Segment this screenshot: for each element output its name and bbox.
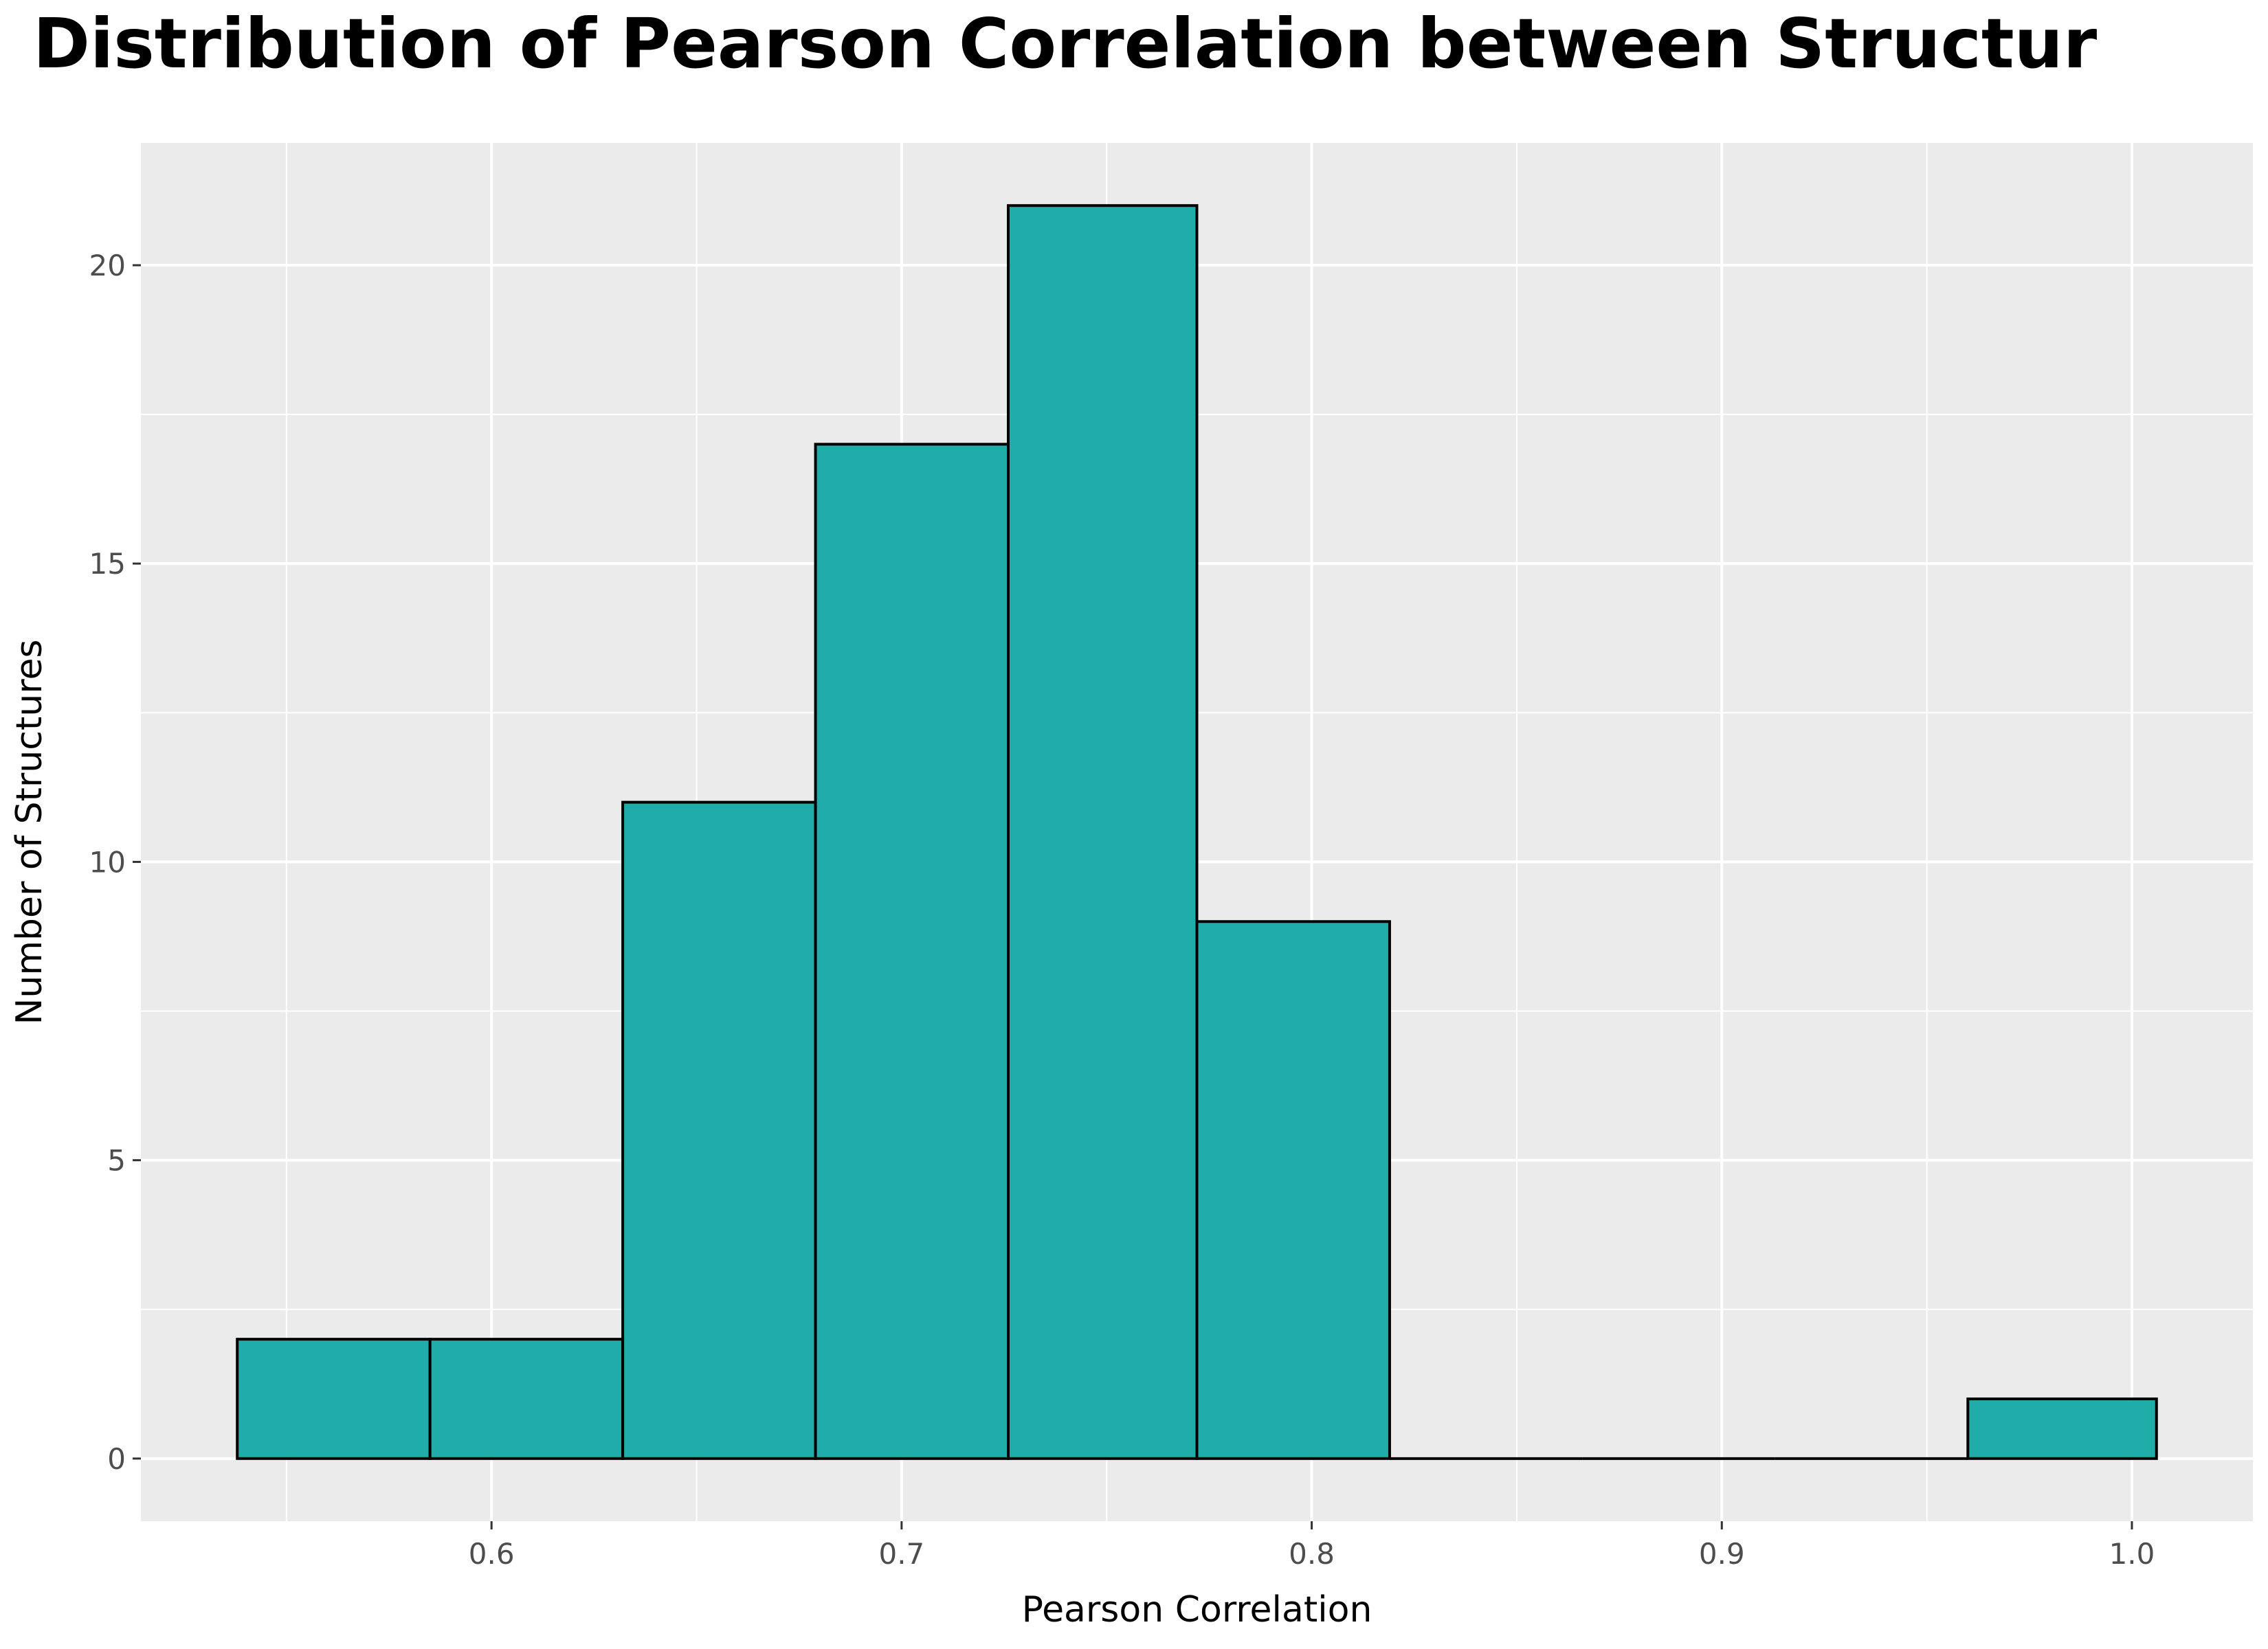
y-axis: 0 5 10 15 20 — [89, 249, 141, 1476]
bars — [236, 204, 2158, 1460]
histogram-bar — [1966, 1397, 2158, 1460]
x-tick-label: 0.9 — [1699, 1537, 1745, 1571]
histogram-bar — [1007, 204, 1199, 1460]
histogram-bar — [814, 442, 1010, 1460]
x-tick-label: 0.7 — [878, 1537, 924, 1571]
histogram-bar — [428, 1338, 625, 1460]
y-tick-label: 10 — [89, 845, 126, 879]
y-tick-label: 20 — [89, 249, 126, 282]
histogram-bar — [1195, 920, 1391, 1460]
y-axis-label: Number of Structures — [9, 639, 50, 1024]
x-tick-label: 1.0 — [2109, 1537, 2155, 1571]
histogram-bar — [621, 800, 817, 1460]
histogram-bar — [236, 1338, 432, 1460]
x-tick-label: 0.6 — [469, 1537, 515, 1571]
x-axis: 0.6 0.7 0.8 0.9 1.0 — [469, 1521, 2155, 1571]
chart-title: Distribution of Pearson Correlation betw… — [33, 3, 2098, 84]
x-tick-label: 0.8 — [1289, 1537, 1335, 1571]
y-tick-label: 0 — [107, 1442, 126, 1476]
x-axis-label: Pearson Correlation — [1022, 1589, 1372, 1630]
y-tick-label: 5 — [107, 1144, 126, 1178]
y-tick-label: 15 — [89, 547, 126, 581]
